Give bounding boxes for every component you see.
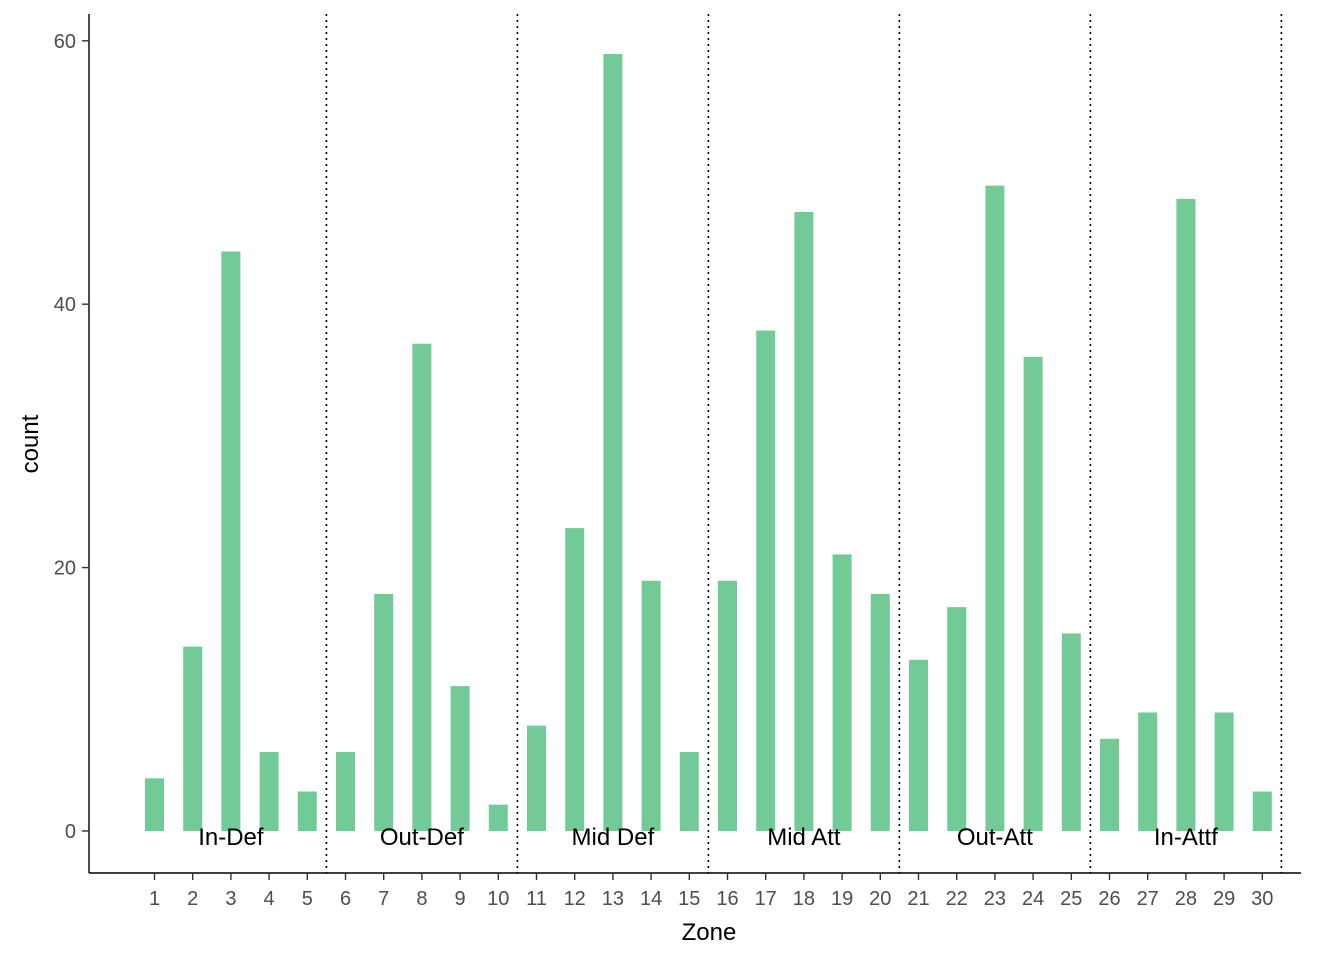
bar-zone-25 xyxy=(1061,633,1081,831)
bar-zone-12 xyxy=(565,528,585,831)
bar-zone-15 xyxy=(679,751,699,831)
x-tick-label: 3 xyxy=(225,888,236,910)
x-tick-label: 24 xyxy=(1022,888,1044,910)
x-tick-label: 1 xyxy=(149,888,160,910)
x-tick-label: 27 xyxy=(1137,888,1159,910)
bar-zone-7 xyxy=(374,593,394,831)
bar-zone-1 xyxy=(145,778,164,831)
x-tick-label: 15 xyxy=(678,888,700,910)
y-axis-ticks: 0 20 40 60 xyxy=(54,31,89,843)
bar-zone-11 xyxy=(527,725,546,831)
x-tick-label: 19 xyxy=(831,888,853,910)
bar-zone-14 xyxy=(641,580,661,831)
bar-zone-21 xyxy=(909,659,928,831)
x-tick-label: 25 xyxy=(1060,888,1082,910)
bar-zone-6 xyxy=(336,751,355,831)
y-tick-label: 40 xyxy=(54,294,76,316)
x-tick-label: 9 xyxy=(455,888,466,910)
bar-zone-24 xyxy=(1023,356,1043,831)
x-tick-label: 4 xyxy=(264,888,275,910)
x-tick-label: 8 xyxy=(416,888,427,910)
zone-separators xyxy=(325,14,1283,873)
bar-zone-17 xyxy=(756,330,776,831)
x-tick-label: 20 xyxy=(869,888,891,910)
bar-zone-10 xyxy=(488,804,508,831)
x-tick-label: 17 xyxy=(755,888,777,910)
x-tick-label: 30 xyxy=(1251,888,1273,910)
x-tick-label: 16 xyxy=(716,888,738,910)
x-axis-ticks: 1 2 3 4 5 6 7 8 9 10 11 12 13 14 15 16 17 18 19 20 21 22 23 24 2… xyxy=(149,873,1273,910)
zone-group-label: Mid Att xyxy=(767,824,841,851)
zone-group-label: Out-Att xyxy=(957,824,1033,851)
bar-zone-2 xyxy=(183,646,203,831)
zone-group-label: In-Attf xyxy=(1154,824,1218,851)
bar-zone-26 xyxy=(1100,738,1119,831)
x-tick-label: 22 xyxy=(946,888,968,910)
x-tick-label: 29 xyxy=(1213,888,1235,910)
bar-zone-30 xyxy=(1252,791,1272,831)
y-tick-label: 0 xyxy=(65,821,76,843)
bar-zone-4 xyxy=(259,751,279,831)
bar-zone-8 xyxy=(412,343,432,831)
x-tick-label: 12 xyxy=(564,888,586,910)
bar-zone-5 xyxy=(297,791,317,831)
x-tick-label: 14 xyxy=(640,888,662,910)
bar-zone-29 xyxy=(1214,712,1234,831)
bar-zone-9 xyxy=(450,686,470,831)
x-tick-label: 10 xyxy=(487,888,509,910)
bar-zone-28 xyxy=(1176,198,1196,832)
x-tick-label: 6 xyxy=(340,888,351,910)
bar-zone-3 xyxy=(221,251,241,831)
bar-zone-19 xyxy=(832,554,852,831)
bar-zone-20 xyxy=(870,593,890,831)
x-tick-label: 26 xyxy=(1098,888,1120,910)
zone-group-label: Mid Def xyxy=(572,824,655,851)
zone-group-labels: In-Def Out-Def Mid Def Mid Att Out-Att In-Att… xyxy=(198,824,1218,851)
x-axis-title: Zone xyxy=(682,919,737,946)
x-tick-label: 18 xyxy=(793,888,815,910)
x-tick-label: 2 xyxy=(187,888,198,910)
bar-zone-22 xyxy=(947,607,967,831)
bar-zone-18 xyxy=(794,212,814,831)
x-tick-label: 13 xyxy=(602,888,624,910)
x-tick-label: 11 xyxy=(526,888,547,910)
x-tick-label: 23 xyxy=(984,888,1006,910)
zone-group-label: Out-Def xyxy=(380,824,464,851)
x-tick-label: 28 xyxy=(1175,888,1197,910)
bars xyxy=(145,53,1272,832)
bar-zone-16 xyxy=(718,580,737,831)
y-axis-title: count xyxy=(17,414,44,473)
y-tick-label: 20 xyxy=(54,558,76,580)
x-tick-label: 21 xyxy=(907,888,929,910)
y-tick-label: 60 xyxy=(54,31,76,53)
zone-group-label: In-Def xyxy=(198,824,264,851)
x-tick-label: 7 xyxy=(378,888,389,910)
bar-zone-23 xyxy=(985,185,1005,832)
bar-zone-13 xyxy=(603,53,623,832)
bar-zone-27 xyxy=(1138,712,1158,831)
x-tick-label: 5 xyxy=(302,888,313,910)
